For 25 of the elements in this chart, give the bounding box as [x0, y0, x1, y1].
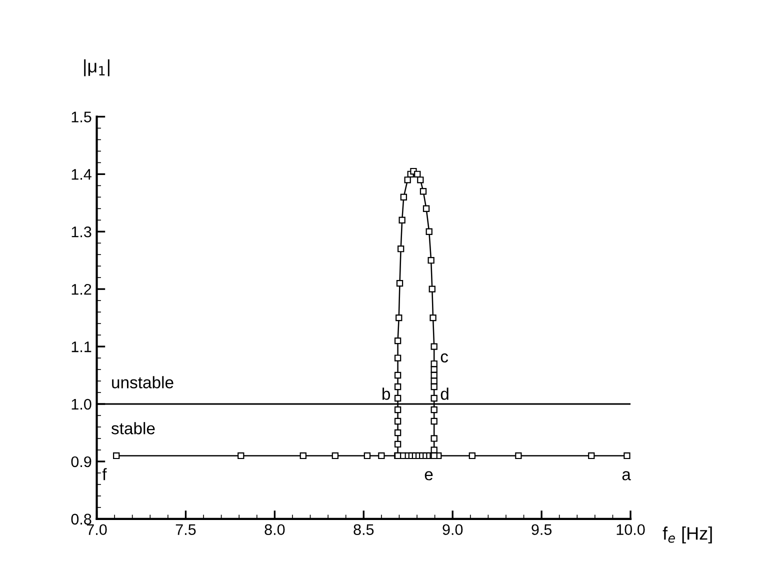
- x-tick-label: 8.0: [264, 524, 285, 536]
- annotation: stable: [111, 422, 155, 434]
- x-tick-label: 9.0: [442, 524, 463, 536]
- y-tick-label: 1.1: [72, 342, 92, 352]
- y-axis-title: |μ$_{1}$|: [84, 59, 110, 76]
- annotation: unstable: [112, 376, 174, 388]
- annotation: b: [382, 388, 390, 400]
- annotation: d: [440, 388, 448, 400]
- y-tick-label: 0.9: [71, 456, 92, 468]
- x-tick-label: 9.5: [532, 524, 552, 536]
- y-tick-label: 0.8: [71, 514, 92, 525]
- annotation: a: [622, 471, 631, 480]
- annotation: c: [440, 353, 448, 363]
- x-tick-label: 7.5: [176, 524, 196, 536]
- y-tick-label: 1.4: [72, 169, 92, 180]
- x-tick-label: 7.0: [86, 524, 107, 536]
- y-tick-label: 1.2: [72, 284, 92, 295]
- y-tick-label: 1.3: [72, 226, 92, 238]
- annotation: e: [424, 471, 433, 480]
- x-axis-title: f$_{e}$ [Hz]: [662, 526, 712, 544]
- x-tick-label: 8.5: [354, 524, 374, 536]
- annotation: f: [102, 468, 107, 480]
- y-tick-label: 1.0: [72, 398, 92, 410]
- x-tick-label: 10.0: [616, 524, 645, 536]
- y-tick-label: 1.5: [72, 112, 92, 122]
